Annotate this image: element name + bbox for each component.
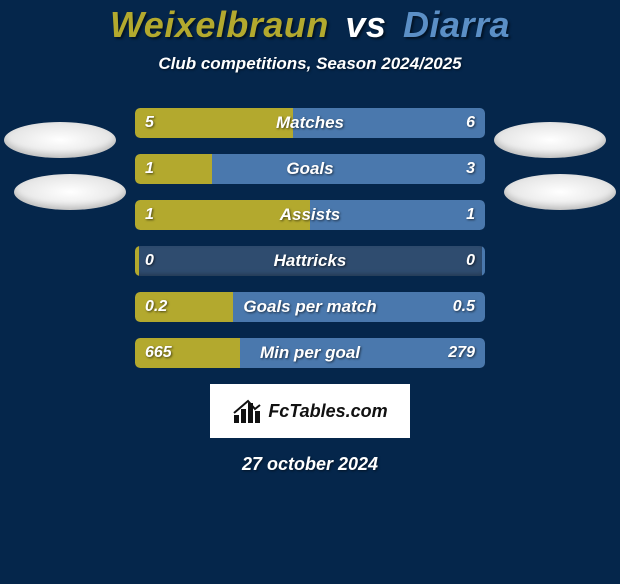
stat-row: 13Goals xyxy=(135,154,485,184)
stat-label: Min per goal xyxy=(135,338,485,368)
player2-badge-bottom xyxy=(504,174,616,210)
stat-row: 56Matches xyxy=(135,108,485,138)
stat-row: 00Hattricks xyxy=(135,246,485,276)
stat-row: 665279Min per goal xyxy=(135,338,485,368)
subtitle: Club competitions, Season 2024/2025 xyxy=(0,54,620,74)
player1-badge-bottom xyxy=(14,174,126,210)
comparison-title: Weixelbraun vs Diarra xyxy=(0,4,620,46)
player2-name: Diarra xyxy=(403,4,510,45)
vs-text: vs xyxy=(345,4,386,45)
stats-bars: 56Matches 13Goals 11Assists 00Hattricks 0.20… xyxy=(135,108,485,368)
player2-badge-top xyxy=(494,122,606,158)
stat-label: Assists xyxy=(135,200,485,230)
stat-row: 11Assists xyxy=(135,200,485,230)
stat-row: 0.20.5Goals per match xyxy=(135,292,485,322)
stat-label: Hattricks xyxy=(135,246,485,276)
player1-name: Weixelbraun xyxy=(110,4,329,45)
stat-label: Matches xyxy=(135,108,485,138)
logo-text: FcTables.com xyxy=(268,401,387,422)
comparison-date: 27 october 2024 xyxy=(0,454,620,475)
fctables-logo: FcTables.com xyxy=(210,384,410,438)
player1-badge-top xyxy=(4,122,116,158)
stat-label: Goals per match xyxy=(135,292,485,322)
bar-chart-icon xyxy=(232,397,264,425)
stat-label: Goals xyxy=(135,154,485,184)
